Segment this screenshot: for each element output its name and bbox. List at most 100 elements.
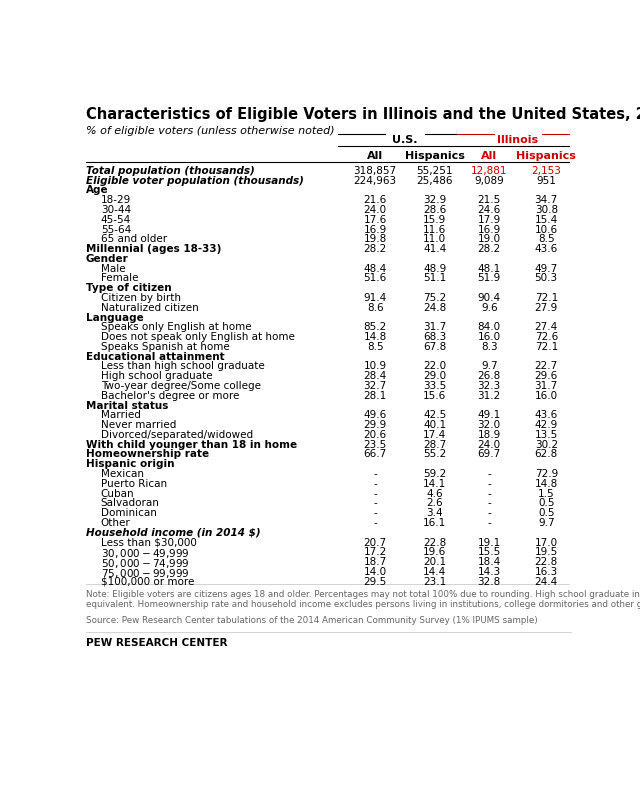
Text: 8.5: 8.5	[538, 234, 554, 244]
Text: 23.5: 23.5	[364, 439, 387, 449]
Text: Educational attainment: Educational attainment	[86, 351, 225, 361]
Text: 28.2: 28.2	[364, 244, 387, 254]
Text: 30.2: 30.2	[534, 439, 558, 449]
Text: 21.6: 21.6	[364, 195, 387, 205]
Text: -: -	[487, 468, 491, 479]
Text: 27.9: 27.9	[534, 303, 558, 312]
Text: Cuban: Cuban	[101, 488, 134, 498]
Text: 62.8: 62.8	[534, 449, 558, 459]
Text: 14.0: 14.0	[364, 566, 387, 576]
Text: 49.1: 49.1	[477, 410, 501, 420]
Text: 42.5: 42.5	[423, 410, 446, 420]
Text: Puerto Rican: Puerto Rican	[101, 479, 167, 488]
Text: -: -	[487, 488, 491, 498]
Text: 45-54: 45-54	[101, 214, 131, 225]
Text: 32.8: 32.8	[477, 576, 501, 586]
Text: 55,251: 55,251	[417, 165, 453, 176]
Text: 24.0: 24.0	[364, 205, 387, 214]
Text: 16.9: 16.9	[364, 224, 387, 234]
Text: Speaks Spanish at home: Speaks Spanish at home	[101, 341, 230, 352]
Text: 9.7: 9.7	[538, 517, 554, 528]
Text: 28.7: 28.7	[423, 439, 446, 449]
Text: 9,089: 9,089	[474, 175, 504, 185]
Text: 32.9: 32.9	[423, 195, 446, 205]
Text: 29.9: 29.9	[364, 420, 387, 430]
Text: $100,000 or more: $100,000 or more	[101, 576, 194, 586]
Text: 24.8: 24.8	[423, 303, 446, 312]
Text: 40.1: 40.1	[423, 420, 446, 430]
Text: 20.1: 20.1	[423, 556, 446, 566]
Text: 318,857: 318,857	[353, 165, 397, 176]
Text: Source: Pew Research Center tabulations of the 2014 American Community Survey (1: Source: Pew Research Center tabulations …	[86, 615, 538, 624]
Text: 49.7: 49.7	[534, 263, 558, 273]
Text: 66.7: 66.7	[364, 449, 387, 459]
Text: 29.6: 29.6	[534, 371, 558, 381]
Text: Male: Male	[101, 263, 125, 273]
Text: Other: Other	[101, 517, 131, 528]
Text: -: -	[487, 517, 491, 528]
Text: 9.6: 9.6	[481, 303, 497, 312]
Text: 72.6: 72.6	[534, 332, 558, 341]
Text: Less than $30,000: Less than $30,000	[101, 537, 196, 547]
Text: -: -	[373, 507, 377, 517]
Text: 68.3: 68.3	[423, 332, 446, 341]
Text: $75,000-$99,999: $75,000-$99,999	[101, 566, 189, 579]
Text: 19.8: 19.8	[364, 234, 387, 244]
Text: 55.2: 55.2	[423, 449, 446, 459]
Text: 2.6: 2.6	[426, 498, 443, 507]
Text: 21.5: 21.5	[477, 195, 501, 205]
Text: 951: 951	[536, 175, 556, 185]
Text: 67.8: 67.8	[423, 341, 446, 352]
Text: 8.5: 8.5	[367, 341, 383, 352]
Text: Female: Female	[101, 273, 138, 283]
Text: Less than high school graduate: Less than high school graduate	[101, 361, 264, 371]
Text: 0.5: 0.5	[538, 507, 554, 517]
Text: 24.4: 24.4	[534, 576, 558, 586]
Text: Type of citizen: Type of citizen	[86, 283, 172, 293]
Text: 91.4: 91.4	[364, 292, 387, 303]
Text: 30.8: 30.8	[534, 205, 558, 214]
Text: High school graduate: High school graduate	[101, 371, 212, 381]
Text: Hispanics: Hispanics	[516, 151, 576, 161]
Text: 31.2: 31.2	[477, 390, 501, 400]
Text: -: -	[487, 498, 491, 507]
Text: $50,000-$74,999: $50,000-$74,999	[101, 556, 189, 569]
Text: 4.6: 4.6	[426, 488, 443, 498]
Text: U.S.: U.S.	[392, 135, 418, 145]
Text: With child younger than 18 in home: With child younger than 18 in home	[86, 439, 297, 449]
Text: Gender: Gender	[86, 254, 129, 263]
Text: 16.3: 16.3	[534, 566, 558, 576]
Text: 11.6: 11.6	[423, 224, 446, 234]
Text: Millennial (ages 18-33): Millennial (ages 18-33)	[86, 244, 221, 254]
Text: 14.8: 14.8	[534, 479, 558, 488]
Text: 224,963: 224,963	[353, 175, 397, 185]
Text: Naturalized citizen: Naturalized citizen	[101, 303, 198, 312]
Text: All: All	[367, 151, 383, 161]
Text: Characteristics of Eligible Voters in Illinois and the United States, 2014: Characteristics of Eligible Voters in Il…	[86, 107, 640, 122]
Text: Household income (in 2014 $): Household income (in 2014 $)	[86, 527, 260, 537]
Text: 14.8: 14.8	[364, 332, 387, 341]
Text: 69.7: 69.7	[477, 449, 501, 459]
Text: 33.5: 33.5	[423, 381, 446, 390]
Text: 0.5: 0.5	[538, 498, 554, 507]
Text: 17.6: 17.6	[364, 214, 387, 225]
Text: 28.6: 28.6	[423, 205, 446, 214]
Text: 49.6: 49.6	[364, 410, 387, 420]
Text: 28.2: 28.2	[477, 244, 501, 254]
Text: 14.3: 14.3	[477, 566, 501, 576]
Text: Bachelor's degree or more: Bachelor's degree or more	[101, 390, 239, 400]
Text: 65 and older: 65 and older	[101, 234, 167, 244]
Text: 14.4: 14.4	[423, 566, 446, 576]
Text: Dominican: Dominican	[101, 507, 157, 517]
Text: Language: Language	[86, 312, 144, 322]
Text: 72.1: 72.1	[534, 292, 558, 303]
Text: 3.4: 3.4	[426, 507, 443, 517]
Text: Speaks only English at home: Speaks only English at home	[101, 322, 252, 332]
Text: 28.1: 28.1	[364, 390, 387, 400]
Text: 29.5: 29.5	[364, 576, 387, 586]
Text: 72.9: 72.9	[534, 468, 558, 479]
Text: 8.3: 8.3	[481, 341, 497, 352]
Text: 19.0: 19.0	[477, 234, 500, 244]
Text: 30-44: 30-44	[101, 205, 131, 214]
Text: 2,153: 2,153	[531, 165, 561, 176]
